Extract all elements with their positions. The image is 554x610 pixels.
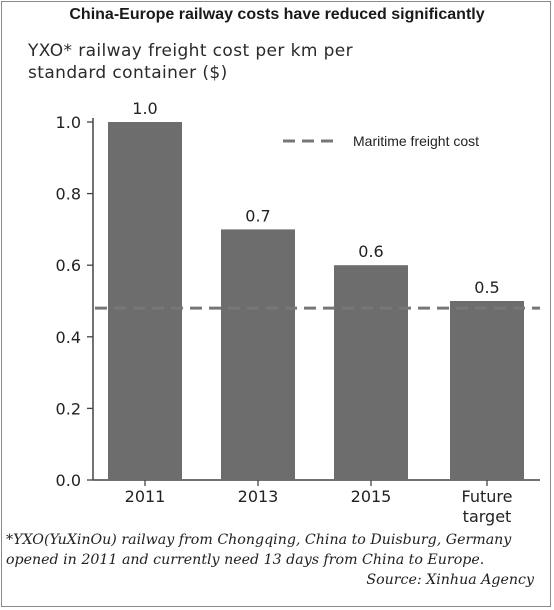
legend-label: Maritime freight cost [353, 133, 479, 149]
y-tick-label: 0.0 [56, 471, 81, 490]
y-tick-label: 0.6 [56, 256, 81, 275]
y-tick-label: 0.8 [56, 185, 81, 204]
data-label: 0.7 [245, 206, 270, 225]
y-tick-label: 0.4 [56, 328, 81, 347]
x-tick-label: Future target [462, 487, 513, 526]
y-tick-label: 0.2 [56, 399, 81, 418]
bar [221, 229, 295, 480]
source-credit: Source: Xinhua Agency [366, 572, 534, 588]
bar [108, 122, 182, 480]
chart-title: China-Europe railway costs have reduced … [69, 6, 485, 23]
footnote: *YXO(YuXinOu) railway from Chongqing, Ch… [6, 530, 546, 590]
bar [450, 301, 524, 480]
data-label: 1.0 [132, 99, 157, 118]
data-label: 0.6 [358, 242, 383, 261]
y-axis-label: YXO* railway freight cost per km per sta… [28, 41, 354, 83]
bar-chart: 0.0 0.2 0.4 0.6 0.8 1.0 1.0 2011 0.7 2013 0.6 2015 0… [56, 99, 540, 526]
x-tick-label: 2015 [351, 487, 392, 506]
bar [334, 265, 408, 480]
data-label: 0.5 [474, 278, 499, 297]
y-tick-label: 1.0 [56, 113, 81, 132]
footnote-text: *YXO(YuXinOu) railway from Chongqing, Ch… [6, 532, 512, 568]
x-tick-label: 2013 [238, 487, 279, 506]
x-tick-label: 2011 [125, 487, 166, 506]
